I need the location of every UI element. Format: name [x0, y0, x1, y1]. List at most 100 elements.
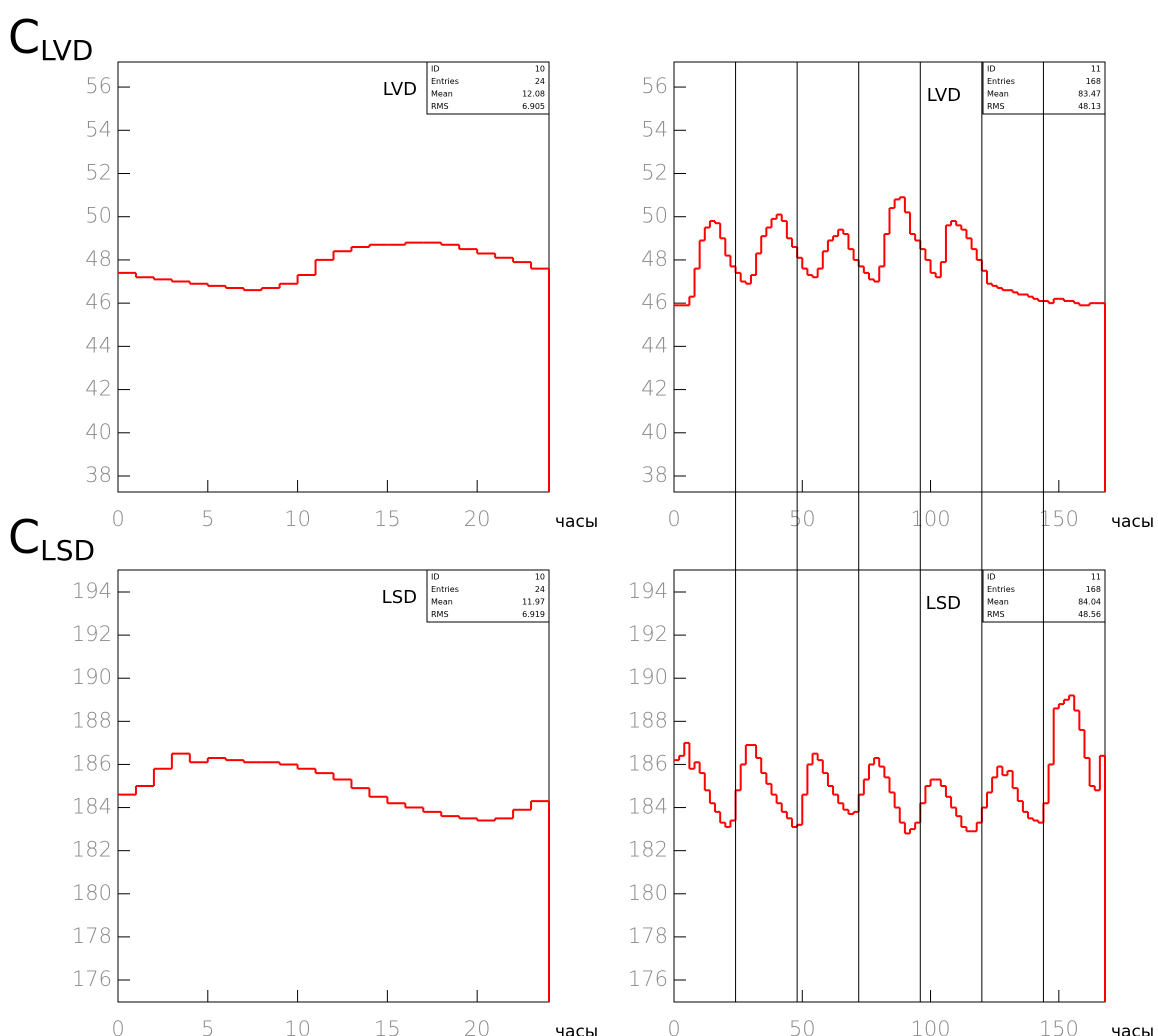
x-tick-label: 5	[201, 507, 214, 531]
x-tick-label: 10	[284, 1017, 311, 1036]
y-tick-label: 46	[85, 290, 112, 314]
stats-box	[426, 61, 550, 115]
stats-key: Mean	[987, 90, 1009, 99]
y-tick-label: 188	[628, 708, 668, 732]
stats-key: ID	[431, 573, 440, 582]
stats-key: Entries	[431, 77, 459, 86]
x-tick-label: 20	[464, 507, 491, 531]
x-axis-label: часы	[1111, 1022, 1154, 1036]
y-tick-label: 190	[72, 665, 112, 689]
y-tick-label: 40	[85, 420, 112, 444]
stats-value: 24	[535, 77, 545, 86]
stats-value: 6.905	[522, 102, 545, 111]
x-tick-label: 0	[111, 507, 124, 531]
stats-value: 10	[535, 65, 545, 74]
y-tick-label: 38	[85, 463, 112, 487]
y-tick-label: 186	[72, 751, 112, 775]
x-tick-label: 50	[789, 507, 816, 531]
y-tick-label: 54	[641, 117, 668, 141]
stats-box	[982, 569, 1106, 623]
x-axis-label: часы	[1111, 512, 1154, 532]
stats-key: Entries	[987, 585, 1015, 594]
stats-key: Mean	[987, 598, 1009, 607]
stats-box	[982, 61, 1106, 115]
y-tick-label: 52	[641, 160, 668, 184]
y-tick-label: 48	[641, 247, 668, 271]
y-tick-label: 176	[72, 967, 112, 991]
y-tick-label: 48	[85, 247, 112, 271]
stats-key: RMS	[431, 102, 449, 111]
y-tick-label: 44	[641, 333, 668, 357]
y-tick-label: 40	[641, 420, 668, 444]
stats-value: 10	[535, 573, 545, 582]
y-tick-label: 194	[628, 579, 668, 603]
x-tick-label: 20	[464, 1017, 491, 1036]
plot-frame	[673, 61, 1106, 493]
y-tick-label: 184	[628, 795, 668, 819]
annotation: LVD	[927, 85, 961, 106]
y-tick-label: 46	[641, 290, 668, 314]
x-axis-label: часы	[555, 512, 598, 532]
y-tick-label: 178	[72, 924, 112, 948]
stats-key: Mean	[431, 90, 453, 99]
stats-key: RMS	[431, 610, 449, 619]
x-tick-label: 15	[374, 507, 401, 531]
stats-value: 24	[535, 585, 545, 594]
y-tick-label: 42	[641, 377, 668, 401]
panel-subscript: LVD	[40, 34, 93, 67]
y-tick-label: 52	[85, 160, 112, 184]
stats-value: 83.47	[1078, 90, 1101, 99]
stats-value: 84.04	[1078, 598, 1101, 607]
panel-letter: C	[8, 10, 40, 64]
y-tick-label: 42	[85, 377, 112, 401]
stats-value: 11	[1091, 573, 1101, 582]
stats-key: Entries	[431, 585, 459, 594]
y-tick-label: 176	[628, 967, 668, 991]
y-tick-label: 180	[628, 881, 668, 905]
plot-frame	[117, 61, 550, 493]
stats-value: 48.56	[1078, 610, 1101, 619]
y-tick-label: 180	[72, 881, 112, 905]
stats-value: 168	[1086, 585, 1101, 594]
y-tick-label: 184	[72, 795, 112, 819]
y-tick-label: 54	[85, 117, 112, 141]
x-tick-label: 0	[667, 507, 680, 531]
x-tick-label: 5	[201, 1017, 214, 1036]
x-tick-label: 150	[1039, 1017, 1079, 1036]
x-tick-label: 100	[911, 1017, 951, 1036]
plot-frame	[117, 569, 550, 1003]
y-tick-label: 38	[641, 463, 668, 487]
x-tick-label: 100	[911, 507, 951, 531]
y-tick-label: 178	[628, 924, 668, 948]
x-tick-label: 0	[667, 1017, 680, 1036]
stats-key: Mean	[431, 598, 453, 607]
stats-key: ID	[987, 573, 996, 582]
y-tick-label: 50	[85, 204, 112, 228]
y-tick-label: 194	[72, 579, 112, 603]
stats-value: 168	[1086, 77, 1101, 86]
panel-label: CLSD	[8, 510, 95, 568]
y-tick-label: 50	[641, 204, 668, 228]
x-tick-label: 0	[111, 1017, 124, 1036]
x-tick-label: 150	[1039, 507, 1079, 531]
y-tick-label: 56	[641, 74, 668, 98]
x-tick-label: 15	[374, 1017, 401, 1036]
x-tick-label: 50	[789, 1017, 816, 1036]
panel-letter: C	[8, 510, 40, 564]
x-axis-label: часы	[555, 1022, 598, 1036]
stats-key: ID	[987, 65, 996, 74]
stats-value: 12.08	[522, 90, 545, 99]
y-tick-label: 186	[628, 751, 668, 775]
y-tick-label: 190	[628, 665, 668, 689]
stats-key: RMS	[987, 610, 1005, 619]
annotation: LSD	[382, 587, 417, 608]
y-tick-label: 182	[628, 838, 668, 862]
y-tick-label: 192	[628, 622, 668, 646]
stats-key: ID	[431, 65, 440, 74]
panel-subscript: LSD	[40, 534, 95, 567]
stats-value: 11	[1091, 65, 1101, 74]
stats-key: Entries	[987, 77, 1015, 86]
stats-box	[426, 569, 550, 623]
annotation: LSD	[926, 593, 961, 614]
